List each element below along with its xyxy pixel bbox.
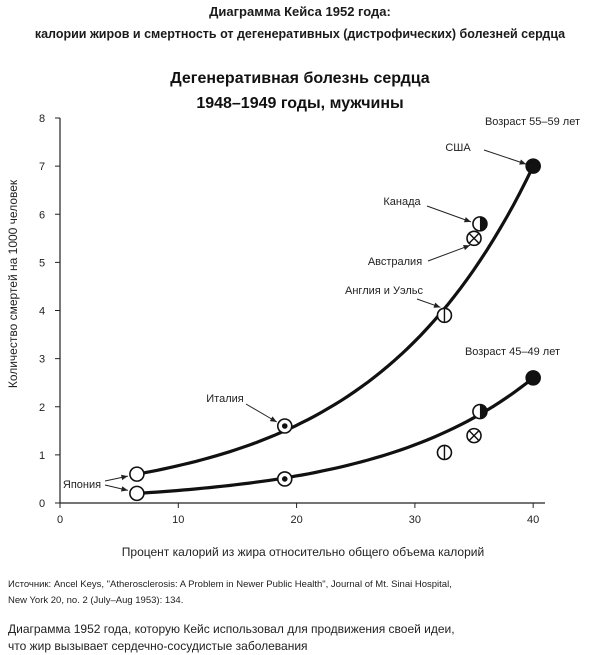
x-tick-label-1: 10 <box>172 514 184 526</box>
y-tick-label-6: 6 <box>39 209 45 221</box>
marker-s0-p0 <box>129 466 145 482</box>
y-tick-label-2: 2 <box>39 402 45 414</box>
marker-s1-p5 <box>525 370 541 386</box>
label-japan: Япония <box>63 479 101 491</box>
leader-japan-55-head <box>121 474 128 481</box>
series-label-55-59: Возраст 55–59 лет <box>485 116 580 128</box>
marker-s1-p4 <box>472 403 488 420</box>
source-note: Источник: Ancel Keys, "Atherosclerosis: … <box>8 577 598 609</box>
header-subtitle: калории жиров и смертность от дегенерати… <box>34 27 566 41</box>
caption: Диаграмма 1952 года, которую Кейс исполь… <box>8 621 598 655</box>
marker-s1-p0 <box>129 485 145 502</box>
y-tick-label-0: 0 <box>39 498 45 510</box>
marker-s0-p5 <box>525 158 541 174</box>
trend-curve-0 <box>136 165 535 476</box>
leader-usa <box>483 149 527 165</box>
chart-title-line2: 1948–1949 годы, мужчины <box>196 95 403 112</box>
marker-s1-p3 <box>466 427 482 444</box>
trend-curves <box>136 165 535 495</box>
label-canada: Канада <box>383 196 421 208</box>
x-axis-label: Процент калорий из жира относительно общ… <box>122 545 484 559</box>
y-tick-label-8: 8 <box>39 113 45 125</box>
x-tick-label-2: 20 <box>290 514 302 526</box>
leader-canada-head <box>463 217 471 223</box>
label-usa: США <box>445 142 471 154</box>
y-tick-label-1: 1 <box>39 450 45 462</box>
leader-italy-head <box>269 416 277 422</box>
chart-title-line1: Дегенеративная болезнь сердца <box>170 70 430 87</box>
keys-chart: Дегенеративная болезнь сердца 1948–1949 … <box>6 70 580 559</box>
leader-australia <box>427 244 471 262</box>
source-line2: New York 20, no. 2 (July–Aug 1953): 134. <box>8 595 184 606</box>
marker-s0-p3 <box>466 230 482 247</box>
label-england-wales: Англия и Уэльс <box>345 285 423 297</box>
data-markers <box>129 158 541 502</box>
annotation-leaders <box>104 149 527 492</box>
y-tick-label-4: 4 <box>39 306 45 318</box>
marker-s0-p2 <box>436 307 453 324</box>
leader-usa-head <box>519 159 527 165</box>
leader-canada <box>426 205 472 223</box>
caption-line1: Диаграмма 1952 года, которую Кейс исполь… <box>8 622 455 636</box>
label-italy: Италия <box>206 393 244 405</box>
leader-australia-head <box>463 245 471 251</box>
x-tick-label-0: 0 <box>57 514 63 526</box>
marker-s1-p2 <box>436 444 453 461</box>
leader-england-wales-head <box>433 302 441 308</box>
y-tick-label-5: 5 <box>39 257 45 269</box>
marker-s1-p1 <box>276 471 293 487</box>
marker-s0-p4 <box>472 216 488 232</box>
source-line1: Источник: Ancel Keys, "Atherosclerosis: … <box>8 579 452 590</box>
caption-line2: что жир вызывает сердечно-сосудистые заб… <box>8 639 308 653</box>
x-tick-label-3: 30 <box>409 514 421 526</box>
axis-ticks: 0 10 20 30 40 0 1 2 3 4 5 6 7 8 <box>39 113 539 526</box>
leader-japan-45-head <box>120 486 128 492</box>
y-tick-label-7: 7 <box>39 161 45 173</box>
marker-s0-p1 <box>276 418 293 434</box>
header-title: Диаграмма Кейса 1952 года: <box>209 4 391 19</box>
y-axis-label: Количество смертей на 1000 человек <box>6 179 20 388</box>
series-label-45-49: Возраст 45–49 лет <box>465 346 560 358</box>
x-tick-label-4: 40 <box>527 514 539 526</box>
label-australia: Австралия <box>368 256 422 268</box>
trend-curve-1 <box>136 376 535 495</box>
y-tick-label-3: 3 <box>39 354 45 366</box>
